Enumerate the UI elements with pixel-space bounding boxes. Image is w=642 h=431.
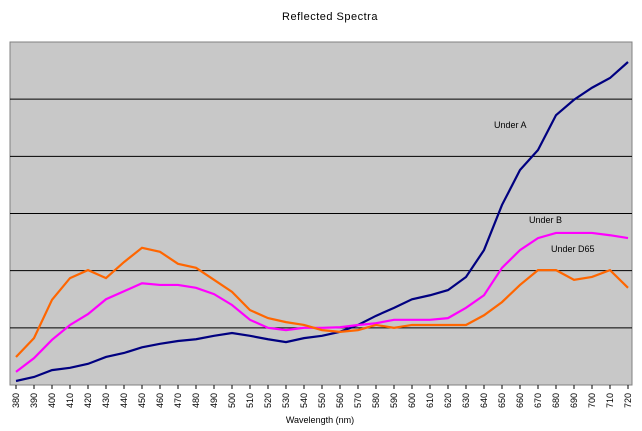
x-tick-label: 500 (227, 393, 237, 408)
series-line (15, 246, 629, 358)
x-tick-label: 430 (101, 393, 111, 408)
x-tick-label: 420 (83, 393, 93, 408)
series-line (15, 231, 629, 373)
x-tick-label: 530 (281, 393, 291, 408)
x-tick-label: 540 (299, 393, 309, 408)
x-axis-label: Wavelength (nm) (286, 415, 354, 425)
x-tick-label: 690 (569, 393, 579, 408)
x-tick-label: 600 (407, 393, 417, 408)
x-tick-label: 410 (65, 393, 75, 408)
x-tick-label: 510 (245, 393, 255, 408)
x-tick-label: 560 (335, 393, 345, 408)
series-line (15, 61, 629, 383)
series-label: Under B (529, 215, 562, 225)
x-tick-label: 610 (425, 393, 435, 408)
x-tick-label: 440 (119, 393, 129, 408)
x-tick-label: 590 (389, 393, 399, 408)
x-tick-label: 620 (443, 393, 453, 408)
x-tick-label: 710 (605, 393, 615, 408)
x-tick-label: 450 (137, 393, 147, 408)
x-tick-label: 630 (461, 393, 471, 408)
x-tick-label: 380 (11, 393, 21, 408)
x-tick-label: 570 (353, 393, 363, 408)
x-tick-label: 700 (587, 393, 597, 408)
x-tick-label: 520 (263, 393, 273, 408)
x-tick-label: 550 (317, 393, 327, 408)
x-tick-label: 390 (29, 393, 39, 408)
x-tick-label: 480 (191, 393, 201, 408)
x-tick-label: 660 (515, 393, 525, 408)
x-tick-label: 400 (47, 393, 57, 408)
x-tick-label: 640 (479, 393, 489, 408)
series-label: Under D65 (551, 244, 595, 254)
x-tick-label: 670 (533, 393, 543, 408)
x-tick-label: 680 (551, 393, 561, 408)
x-tick-label: 460 (155, 393, 165, 408)
x-tick-label: 720 (623, 393, 633, 408)
x-tick-label: 580 (371, 393, 381, 408)
x-tick-label: 470 (173, 393, 183, 408)
series-label: Under A (494, 120, 527, 130)
x-tick-label: 490 (209, 393, 219, 408)
chart-title: Reflected Spectra (282, 11, 378, 23)
x-tick-label: 650 (497, 393, 507, 408)
